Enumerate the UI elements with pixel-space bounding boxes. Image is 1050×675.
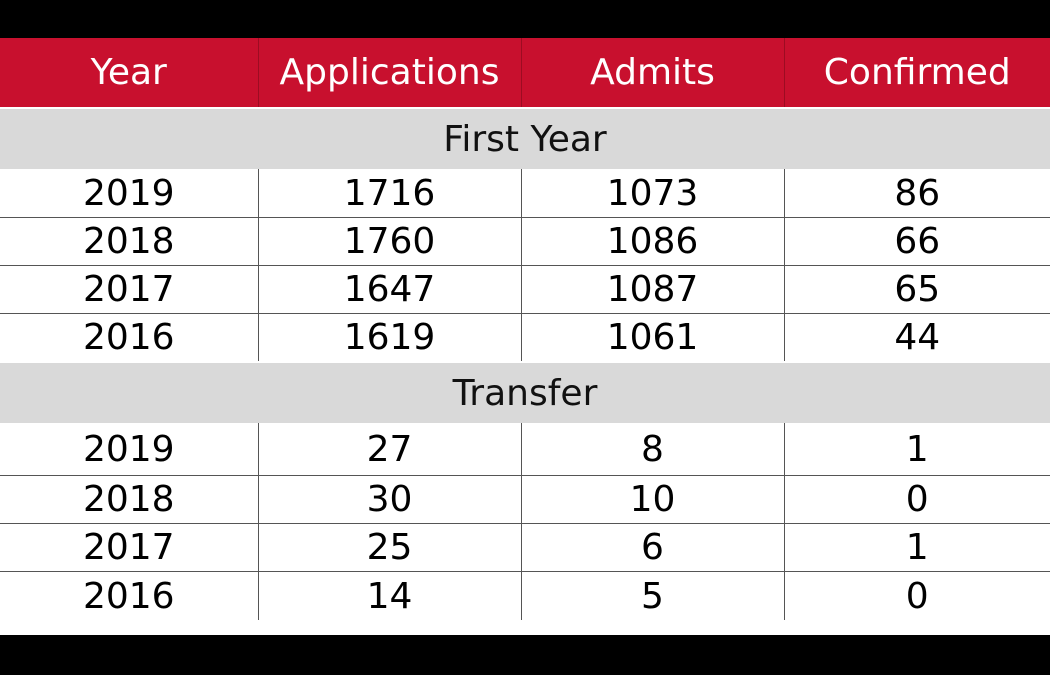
cell-applications: 1716 — [258, 169, 522, 218]
table-row: 2017 25 6 1 — [0, 523, 1050, 572]
admissions-table: Year Applications Admits Confirmed First… — [0, 38, 1050, 620]
cell-year: 2017 — [0, 265, 259, 314]
cell-admits: 1087 — [521, 265, 785, 314]
cell-admits: 1061 — [521, 313, 785, 363]
cell-admits: 6 — [521, 523, 785, 572]
header-year: Year — [0, 38, 259, 108]
cell-confirmed: 66 — [784, 217, 1050, 266]
cell-year: 2018 — [0, 217, 259, 266]
cell-year: 2017 — [0, 523, 259, 572]
section-row-transfer: Transfer — [0, 361, 1050, 423]
table-row: 2016 1619 1061 44 — [0, 313, 1050, 363]
cell-applications: 1647 — [258, 265, 522, 314]
section-label-first-year: First Year — [0, 107, 1050, 169]
cell-admits: 5 — [521, 571, 785, 620]
cell-admits: 8 — [521, 423, 785, 476]
header-admits: Admits — [521, 38, 785, 108]
cell-confirmed: 1 — [784, 523, 1050, 572]
cell-confirmed: 0 — [905, 575, 929, 617]
table-row: 2019 1716 1073 86 — [0, 169, 1050, 218]
section-label-transfer: Transfer — [0, 361, 1050, 423]
cell-confirmed: 0 — [784, 475, 1050, 524]
section-row-first-year: First Year — [0, 107, 1050, 169]
cell-year: 2016 — [0, 313, 259, 363]
table-row: 2017 1647 1087 65 — [0, 265, 1050, 314]
table-row: 2018 30 10 0 — [0, 475, 1050, 524]
cell-admits: 1073 — [521, 169, 785, 218]
cell-applications: 1619 — [258, 313, 522, 363]
cell-year: 2019 — [0, 423, 259, 476]
cell-year: 2016 — [0, 571, 259, 620]
cell-confirmed: 86 — [784, 169, 1050, 218]
cell-confirmed: 1 — [784, 423, 1050, 476]
admissions-table-container: Year Applications Admits Confirmed First… — [0, 38, 1050, 635]
table-row: 2019 27 8 1 — [0, 423, 1050, 476]
cell-year: 2019 — [0, 169, 259, 218]
header-row: Year Applications Admits Confirmed — [0, 38, 1050, 108]
cell-admits: 10 — [521, 475, 785, 524]
cell-applications: 27 — [258, 423, 522, 476]
table-row: 2018 1760 1086 66 — [0, 217, 1050, 266]
cell-applications: 1760 — [258, 217, 522, 266]
cell-applications: 25 — [258, 523, 522, 572]
cell-confirmed: 65 — [784, 265, 1050, 314]
cell-year: 2018 — [0, 475, 259, 524]
table-row: 2016 14 5 0 — [0, 571, 1050, 620]
cell-admits: 1086 — [521, 217, 785, 266]
header-confirmed: Confirmed — [784, 38, 1050, 108]
cell-applications: 30 — [258, 475, 522, 524]
cell-confirmed: 44 — [784, 313, 1050, 363]
cell-applications: 14 — [258, 571, 522, 620]
header-applications: Applications — [258, 38, 522, 108]
